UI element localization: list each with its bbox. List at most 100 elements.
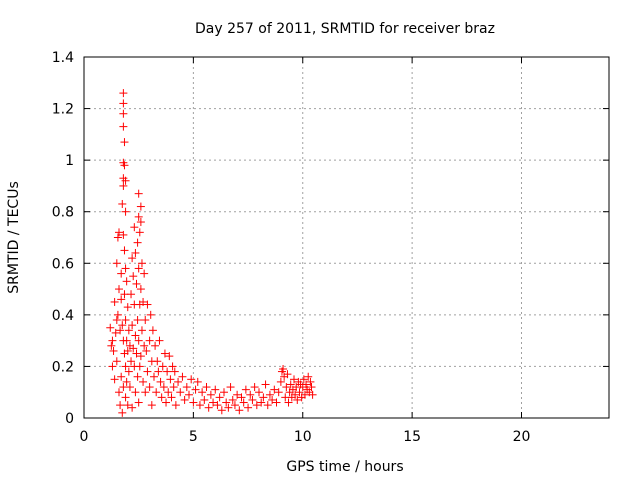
data-point-plus-icon <box>120 161 129 170</box>
data-point-plus-icon <box>185 390 193 399</box>
data-point-plus-icon <box>213 401 222 410</box>
data-point-plus-icon <box>118 321 127 330</box>
data-point-plus-icon <box>137 326 146 335</box>
data-point-plus-icon <box>142 346 151 355</box>
data-point-plus-icon <box>129 272 138 281</box>
data-point-plus-icon <box>241 385 250 394</box>
data-point-plus-icon <box>167 393 176 402</box>
data-point-plus-icon <box>198 388 207 397</box>
data-point-plus-icon <box>268 395 277 404</box>
data-point-plus-icon <box>252 401 261 410</box>
data-point-plus-icon <box>302 380 311 389</box>
data-point-plus-icon <box>113 310 122 319</box>
data-point-plus-icon <box>115 388 123 397</box>
data-point-plus-icon <box>156 377 165 386</box>
data-point-plus-icon <box>291 390 300 399</box>
data-point-plus-icon <box>145 383 154 392</box>
data-point-plus-icon <box>119 99 128 108</box>
data-point-plus-icon <box>255 388 263 397</box>
data-point-plus-icon <box>139 297 148 306</box>
data-point-plus-icon <box>121 264 130 273</box>
data-point-plus-icon <box>124 367 133 376</box>
data-point-plus-icon <box>111 328 120 337</box>
data-point-plus-icon <box>233 390 242 399</box>
data-point-plus-icon <box>220 388 228 397</box>
data-point-plus-icon <box>135 228 144 237</box>
data-point-plus-icon <box>222 398 231 407</box>
data-point-plus-icon <box>193 377 202 386</box>
data-point-plus-icon <box>143 367 152 376</box>
data-point-plus-icon <box>141 388 150 397</box>
data-point-plus-icon <box>265 390 274 399</box>
data-point-plus-icon <box>119 109 128 118</box>
data-point-plus-icon <box>209 398 218 407</box>
data-point-plus-icon <box>123 346 132 355</box>
data-point-plus-icon <box>202 383 211 392</box>
data-point-plus-icon <box>134 212 143 221</box>
data-point-plus-icon <box>145 336 154 345</box>
data-point-plus-icon <box>152 388 161 397</box>
data-point-plus-icon <box>146 310 155 319</box>
data-point-plus-icon <box>117 372 126 381</box>
data-point-plus-icon <box>162 398 171 407</box>
data-point-plus-icon <box>250 383 259 392</box>
data-point-plus-icon <box>239 398 248 407</box>
data-point-plus-icon <box>215 393 224 402</box>
data-point-plus-icon <box>274 388 283 397</box>
data-point-plus-icon <box>110 297 119 306</box>
data-point-plus-icon <box>134 336 143 345</box>
data-point-plus-icon <box>127 290 136 299</box>
plot-frame <box>83 56 610 419</box>
data-point-plus-icon <box>246 390 255 399</box>
y-tick-label: 1.4 <box>52 50 74 66</box>
y-tick-label: 1.2 <box>52 102 74 118</box>
data-point-plus-icon <box>129 344 138 353</box>
data-point-plus-icon <box>108 336 117 345</box>
data-point-plus-icon <box>108 362 117 371</box>
data-point-plus-icon <box>174 377 183 386</box>
data-point-plus-icon <box>165 352 174 361</box>
data-point-plus-icon <box>153 357 162 366</box>
data-point-plus-icon <box>163 367 172 376</box>
y-tick-label: 0.2 <box>52 359 74 375</box>
data-point-plus-icon <box>128 254 137 263</box>
data-point-plus-icon <box>119 181 128 190</box>
data-point-plus-icon <box>132 279 141 288</box>
y-ticks: 0 0.2 0.4 0.6 0.8 1 1.2 1.4 <box>52 50 609 427</box>
data-point-plus-icon <box>158 362 167 371</box>
data-point-plus-icon <box>191 385 200 394</box>
data-point-plus-icon <box>122 336 131 345</box>
data-point-plus-icon <box>116 401 125 410</box>
data-point-plus-icon <box>169 383 178 392</box>
data-point-plus-icon <box>283 370 292 379</box>
y-tick-label: 0.8 <box>52 205 74 221</box>
data-point-plus-icon <box>304 372 313 381</box>
data-point-plus-icon <box>148 326 157 335</box>
data-point-plus-icon <box>257 398 266 407</box>
data-point-plus-icon <box>136 352 145 361</box>
data-point-plus-icon <box>180 395 189 404</box>
data-point-plus-icon <box>133 372 142 381</box>
data-point-plus-icon <box>119 230 128 239</box>
data-points <box>106 89 317 417</box>
data-point-plus-icon <box>137 259 146 268</box>
data-point-plus-icon <box>159 383 168 392</box>
y-tick-label: 1 <box>65 153 74 169</box>
data-point-plus-icon <box>143 300 152 309</box>
data-point-plus-icon <box>110 375 119 384</box>
data-point-plus-icon <box>117 269 126 278</box>
data-point-plus-icon <box>187 375 196 384</box>
data-point-plus-icon <box>226 383 235 392</box>
y-tick-label: 0.6 <box>52 256 74 272</box>
data-point-plus-icon <box>270 385 279 394</box>
x-tick-label: 20 <box>513 429 531 445</box>
data-point-plus-icon <box>141 316 150 325</box>
data-point-plus-icon <box>189 398 198 407</box>
data-point-plus-icon <box>128 321 137 330</box>
data-point-plus-icon <box>282 383 291 392</box>
x-tick-label: 5 <box>189 429 198 445</box>
data-point-plus-icon <box>134 264 143 273</box>
data-point-plus-icon <box>295 388 304 397</box>
x-tick-label: 10 <box>294 429 312 445</box>
